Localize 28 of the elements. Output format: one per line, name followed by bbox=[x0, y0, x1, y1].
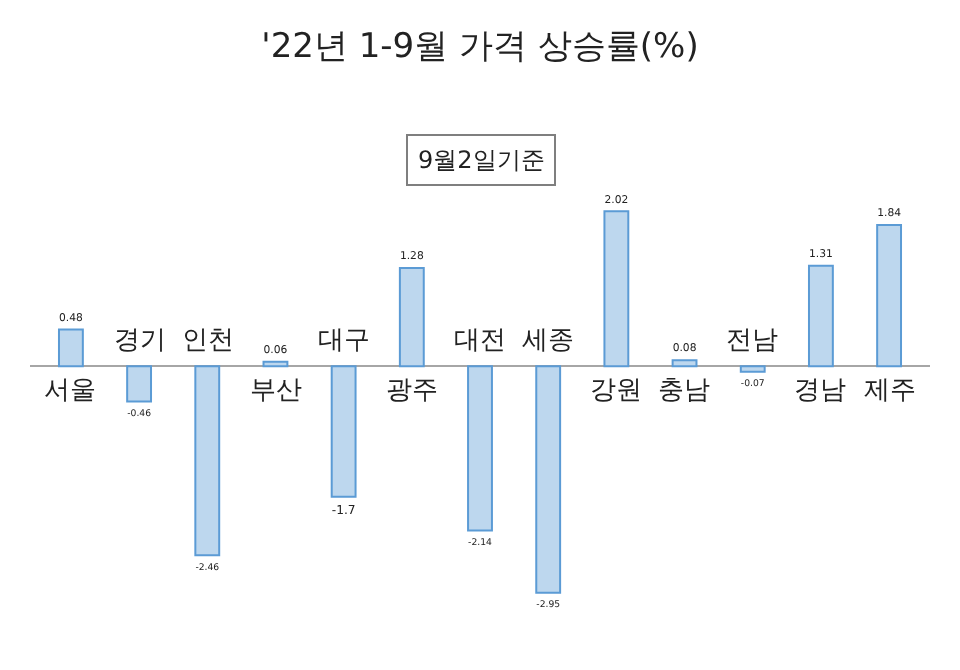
bar bbox=[467, 365, 493, 532]
bar bbox=[330, 365, 357, 498]
x-tick-label: 제주 bbox=[864, 376, 916, 406]
bar bbox=[126, 365, 153, 403]
bar bbox=[398, 267, 425, 368]
x-tick-label: 전남 bbox=[726, 326, 778, 356]
x-tick-label: 광주 bbox=[386, 376, 438, 406]
bar bbox=[876, 224, 903, 368]
x-tick-label: 경기 bbox=[114, 326, 166, 356]
bar bbox=[671, 359, 698, 368]
bar bbox=[535, 365, 562, 594]
x-tick-label: 부산 bbox=[250, 376, 302, 406]
x-tick-label: 인천 bbox=[182, 326, 234, 356]
chart-subtitle: 9월2일기준 bbox=[418, 146, 545, 174]
x-tick-label: 세종 bbox=[522, 326, 574, 356]
bar bbox=[807, 264, 834, 368]
chart-title: '22년 1-9월 가격 상승률(%) bbox=[261, 27, 699, 68]
x-tick-label: 강원 bbox=[590, 376, 642, 406]
bar bbox=[57, 328, 84, 368]
x-tick-label: 충남 bbox=[658, 376, 710, 406]
x-tick-label: 대전 bbox=[454, 326, 506, 356]
x-tick-label: 경남 bbox=[794, 376, 846, 406]
bar bbox=[603, 210, 630, 368]
bar bbox=[194, 365, 221, 557]
x-tick-label: 서울 bbox=[44, 376, 96, 406]
x-tick-label: 대구 bbox=[318, 326, 370, 356]
bar bbox=[739, 365, 766, 373]
bar bbox=[262, 360, 289, 368]
